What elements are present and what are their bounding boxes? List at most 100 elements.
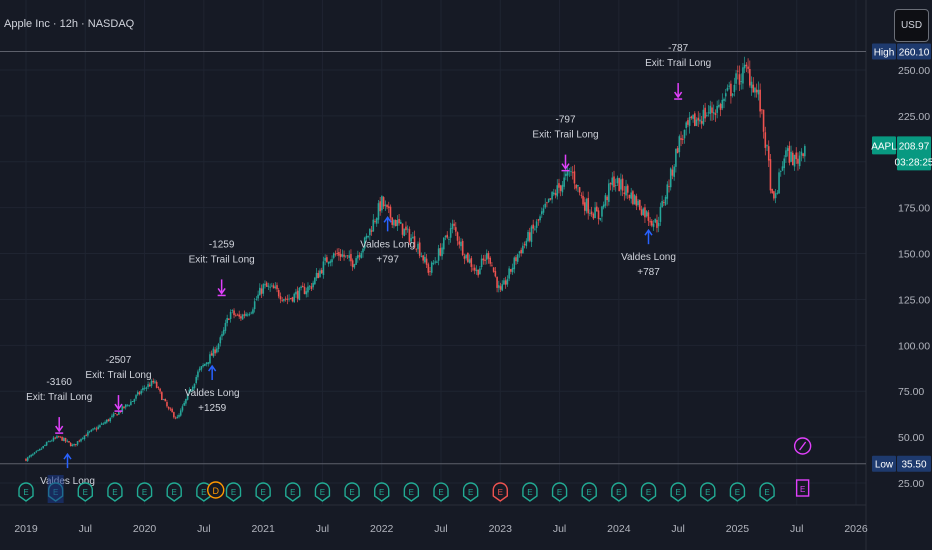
long-entry-arrow <box>208 364 217 381</box>
earnings-event-icon[interactable]: E <box>344 482 360 502</box>
earnings-event-icon[interactable]: E <box>285 482 301 502</box>
candle-body <box>632 191 634 205</box>
candle-body <box>515 257 517 262</box>
candle-body <box>145 387 148 389</box>
candle-body <box>252 309 254 314</box>
candle-body <box>676 148 679 154</box>
candle-body <box>76 441 79 445</box>
candle-body <box>475 269 478 272</box>
candle-body <box>365 235 368 239</box>
candle-body <box>283 299 285 301</box>
earnings-event-icon[interactable]: E <box>759 482 775 502</box>
candle-body <box>138 392 141 395</box>
earnings-event-icon[interactable]: E <box>581 482 597 502</box>
earnings-event-icon[interactable]: E <box>18 482 34 502</box>
candle-body <box>324 257 326 261</box>
candle-body <box>740 81 743 82</box>
candle-body <box>695 119 698 126</box>
price-tick-label: 125.00 <box>898 294 930 306</box>
candle-body <box>633 194 636 205</box>
candle-body <box>565 173 567 177</box>
candle-body <box>587 197 590 214</box>
earnings-event-icon[interactable]: E <box>433 482 449 502</box>
earnings-event-icon[interactable]: E <box>136 482 153 502</box>
candle-body <box>597 210 600 219</box>
candle-body <box>571 172 574 174</box>
candle-body <box>95 428 98 430</box>
candle-body <box>322 261 325 276</box>
candle-body <box>749 69 751 86</box>
candle-body <box>312 282 314 288</box>
earnings-event-icon[interactable]: E <box>255 482 271 502</box>
trail-exit-arrow <box>114 395 123 412</box>
candle-body <box>613 176 615 188</box>
candle-body <box>769 159 772 191</box>
high-tag <box>872 43 896 60</box>
earnings-event-icon[interactable]: E <box>77 482 93 502</box>
candle-body <box>638 199 641 210</box>
price-tick-label: 175.00 <box>898 203 930 215</box>
earnings-event-icon[interactable]: E <box>196 482 212 502</box>
earnings-event-icon[interactable]: E <box>670 482 686 502</box>
earnings-event-icon[interactable]: E <box>611 482 627 502</box>
earnings-event-icon[interactable]: E <box>492 482 508 502</box>
earnings-event-icon[interactable]: E <box>522 482 538 502</box>
candle-body <box>88 431 91 433</box>
earnings-event-icon[interactable]: E <box>403 482 420 502</box>
earnings-event-icon[interactable]: E <box>107 482 123 502</box>
split-event-icon[interactable]: E <box>793 437 812 497</box>
candle-body <box>293 293 296 303</box>
exit-signal-label: Exit: Trail Long <box>532 130 598 141</box>
time-tick-label: Jul <box>79 523 92 535</box>
candle-body <box>167 406 170 409</box>
candle-body <box>654 218 657 223</box>
earnings-event-icon[interactable]: E <box>729 482 746 502</box>
time-tick-label: Jul <box>197 523 210 535</box>
candle-body <box>37 450 39 451</box>
candle-body <box>429 271 431 272</box>
candle-body <box>446 234 449 238</box>
earnings-event-icon[interactable]: E <box>462 482 479 502</box>
earnings-event-icon[interactable]: E <box>166 482 182 502</box>
candle-body <box>736 70 739 72</box>
currency-button[interactable]: USD <box>894 9 929 42</box>
candle-body <box>136 392 139 395</box>
last-price-tag <box>897 136 931 171</box>
candle-body <box>93 428 96 430</box>
candle-body <box>197 371 199 378</box>
candle-body <box>436 261 438 263</box>
dividend-event-icon[interactable]: D <box>207 481 225 499</box>
earnings-event-icon[interactable]: E <box>640 482 657 502</box>
candle-body <box>176 416 179 419</box>
earnings-event-icon[interactable]: E <box>374 482 390 502</box>
candle-body <box>540 211 543 215</box>
candle-body <box>687 120 689 125</box>
candle-body <box>551 192 553 200</box>
candle-body <box>63 438 65 442</box>
candle-body <box>157 387 160 388</box>
candle-body <box>56 436 58 439</box>
candle-body <box>463 256 466 259</box>
candle-body <box>394 219 397 227</box>
candle-body <box>314 277 316 285</box>
earnings-event-icon[interactable]: E <box>225 482 242 502</box>
earnings-event-icon[interactable]: E <box>314 482 331 502</box>
candle-body <box>671 169 674 176</box>
candle-body <box>291 297 294 302</box>
earnings-event-icon[interactable]: E <box>700 482 716 502</box>
candle-body <box>109 417 112 422</box>
candle-body <box>228 318 230 320</box>
candle-body <box>506 279 509 285</box>
candle-body <box>169 408 172 410</box>
earnings-event-icon[interactable]: E <box>551 482 568 502</box>
candle-body <box>456 232 459 241</box>
candle-body <box>527 232 529 242</box>
trail-exit-arrow <box>561 154 570 172</box>
candle-body <box>224 322 227 331</box>
candle-body <box>583 202 586 211</box>
candle-body <box>269 286 271 288</box>
candle-body <box>241 314 244 320</box>
candle-body <box>561 184 564 193</box>
candle-body <box>582 195 584 205</box>
